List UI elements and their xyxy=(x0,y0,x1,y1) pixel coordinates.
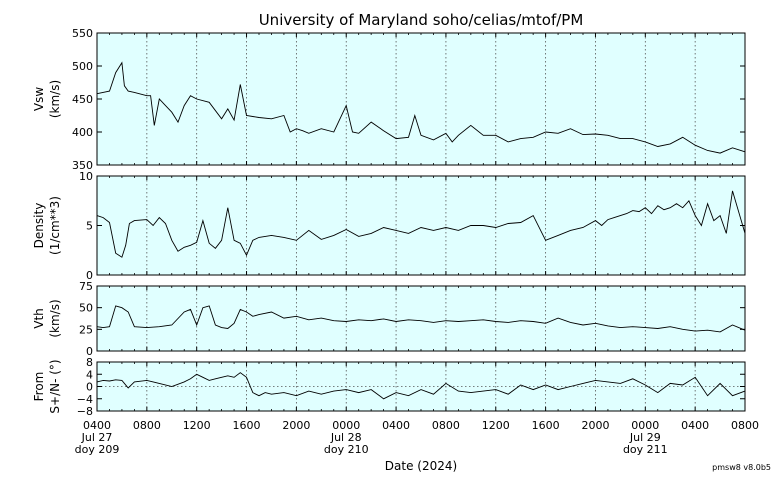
y-tick-label: 400 xyxy=(72,126,93,139)
series-line-3 xyxy=(96,372,746,400)
y-axis-label: Vsw xyxy=(32,87,46,111)
x-tick-label: 0400 xyxy=(681,419,709,432)
chart-title: University of Maryland soho/celias/mtof/… xyxy=(259,11,584,29)
x-tick-date: Jul 27 xyxy=(81,431,113,444)
y-tick-label: 0 xyxy=(86,381,93,394)
panel-background xyxy=(97,286,745,351)
x-tick-label: 0000 xyxy=(332,419,360,432)
x-tick-label: 0000 xyxy=(631,419,659,432)
panel-frame xyxy=(96,285,746,352)
y-tick-label: 4 xyxy=(86,368,93,381)
x-tick-label: 2000 xyxy=(581,419,609,432)
y-tick-label: −4 xyxy=(77,393,93,406)
x-tick-doy: doy 211 xyxy=(623,443,668,456)
x-tick-label: 1200 xyxy=(482,419,510,432)
y-tick-label: 25 xyxy=(79,323,93,336)
y-tick-label: 350 xyxy=(72,159,93,172)
y-axis-label: Vth xyxy=(32,308,46,329)
x-tick-label: 1600 xyxy=(233,419,261,432)
y-tick-label: 550 xyxy=(72,27,93,40)
y-tick-label: 500 xyxy=(72,60,93,73)
x-tick-date: Jul 28 xyxy=(330,431,362,444)
y-tick-label: 0 xyxy=(86,345,93,358)
y-tick-label: 10 xyxy=(79,170,93,183)
panel-background xyxy=(97,33,745,165)
y-axis-label: Density xyxy=(32,203,46,249)
panel-background xyxy=(97,176,745,275)
series-line-2 xyxy=(96,305,746,333)
y-tick-label: 0 xyxy=(86,269,93,282)
y-axis-unit: (km/s) xyxy=(48,299,62,337)
y-axis-unit: (1/cm**3) xyxy=(48,196,62,255)
x-tick-doy: doy 209 xyxy=(75,443,120,456)
x-tick-date: Jul 29 xyxy=(629,431,661,444)
y-tick-label: 5 xyxy=(86,220,93,233)
x-tick-label: 2000 xyxy=(282,419,310,432)
y-axis-label: From xyxy=(32,372,46,402)
panel-0: 350 400 450 500 550 Vsw (km/s) xyxy=(32,27,746,172)
y-axis-unit: S+/N- (°) xyxy=(48,359,62,413)
y-tick-label: 75 xyxy=(79,280,93,293)
x-tick-label: 0800 xyxy=(133,419,161,432)
version-label: pmsw8 v8.0b5 xyxy=(712,463,771,472)
y-tick-label: 8 xyxy=(86,356,93,369)
x-tick-label: 0400 xyxy=(83,419,111,432)
x-tick-doy: doy 210 xyxy=(324,443,369,456)
y-tick-label: 50 xyxy=(79,302,93,315)
y-tick-label: −8 xyxy=(77,405,93,418)
panel-1: 0 5 10 Density (1/cm**3) xyxy=(32,170,746,282)
y-axis-unit: (km/s) xyxy=(48,80,62,118)
series-line-1 xyxy=(96,190,746,258)
panel-frame xyxy=(96,32,746,166)
y-tick-label: 450 xyxy=(72,93,93,106)
series-line-0 xyxy=(96,61,746,154)
panel-frame xyxy=(96,361,746,412)
panel-2: 0 25 50 75 Vth (km/s) xyxy=(32,280,746,358)
panel-frame xyxy=(96,175,746,276)
x-tick-label: 0400 xyxy=(382,419,410,432)
x-tick-label: 1600 xyxy=(532,419,560,432)
x-tick-label: 0800 xyxy=(731,419,759,432)
x-tick-label: 1200 xyxy=(183,419,211,432)
x-tick-label: 0800 xyxy=(432,419,460,432)
x-axis-label: Date (2024) xyxy=(385,459,457,473)
